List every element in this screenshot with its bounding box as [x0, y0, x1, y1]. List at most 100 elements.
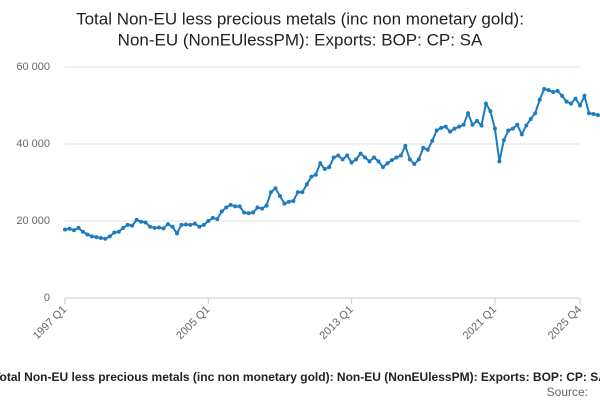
data-point	[457, 124, 462, 129]
data-point	[206, 219, 211, 223]
data-point	[71, 228, 76, 233]
chart-title: Total Non-EU less precious metals (inc n…	[76, 9, 524, 28]
data-point	[197, 224, 202, 229]
y-tick-label: 60 000	[16, 61, 50, 73]
series-line	[64, 87, 599, 240]
data-point	[430, 138, 435, 143]
data-point	[183, 222, 188, 227]
data-point	[358, 151, 363, 156]
data-point	[291, 198, 296, 203]
data-point	[367, 159, 372, 164]
data-point	[143, 220, 148, 225]
data-point	[273, 186, 278, 191]
data-point	[452, 126, 457, 131]
data-point	[161, 226, 166, 231]
data-point	[519, 132, 524, 137]
data-point	[537, 97, 542, 102]
data-point	[148, 224, 153, 229]
data-point	[479, 123, 484, 128]
data-point	[170, 224, 175, 229]
data-point	[506, 128, 511, 133]
data-point	[201, 222, 206, 227]
data-point	[130, 223, 135, 228]
y-tick-label: 40 000	[16, 138, 50, 150]
data-point	[439, 125, 444, 130]
data-point	[448, 129, 453, 134]
data-point	[591, 111, 596, 116]
data-point	[461, 122, 466, 127]
x-tick-label: 2025 Q4	[546, 304, 584, 342]
data-point	[125, 222, 130, 227]
data-point	[376, 159, 381, 164]
data-point	[152, 225, 157, 230]
data-point	[510, 126, 515, 131]
data-point	[524, 123, 529, 128]
data-point	[354, 157, 359, 162]
data-point	[573, 96, 578, 101]
data-point	[533, 111, 538, 116]
data-point	[219, 209, 224, 214]
data-point	[237, 204, 242, 209]
data-point	[363, 155, 368, 160]
data-point	[269, 190, 273, 195]
y-tick-label: 0	[44, 292, 50, 304]
data-point	[318, 161, 323, 166]
data-point	[112, 230, 117, 235]
data-point	[416, 157, 421, 162]
data-point	[251, 210, 256, 215]
x-tick-label: 2013 Q1	[317, 304, 355, 342]
chart-title: Non-EU (NonEUlessPM): Exports: BOP: CP: …	[118, 30, 483, 49]
data-point	[76, 225, 81, 230]
data-point	[139, 219, 144, 224]
data-point	[595, 113, 600, 118]
data-point	[372, 155, 376, 160]
x-tick-label: 2005 Q1	[174, 304, 212, 342]
x-tick-label: 2021 Q1	[461, 304, 499, 342]
data-point	[264, 203, 269, 208]
data-point	[246, 211, 251, 216]
data-point	[398, 153, 403, 158]
data-point	[304, 182, 309, 187]
data-point	[336, 153, 341, 158]
data-point	[497, 159, 502, 164]
data-point	[300, 190, 305, 195]
data-point	[242, 210, 247, 215]
data-point	[166, 222, 170, 227]
y-tick-label: 20 000	[16, 215, 50, 227]
data-point	[466, 111, 471, 116]
data-point	[389, 158, 394, 163]
data-point	[63, 227, 67, 232]
data-point	[157, 225, 162, 230]
data-point	[277, 193, 282, 198]
data-point	[80, 229, 85, 234]
data-point	[349, 160, 354, 165]
data-point	[215, 217, 220, 222]
data-point	[179, 222, 184, 227]
data-point	[425, 147, 430, 152]
legend-entry: Total Non-EU less precious metals (inc n…	[0, 370, 600, 384]
data-point	[67, 226, 72, 231]
data-point	[107, 234, 112, 239]
data-point	[586, 111, 591, 116]
data-point	[421, 145, 426, 150]
data-point	[394, 155, 399, 160]
data-point	[578, 103, 582, 108]
data-point	[515, 122, 520, 127]
data-point	[295, 190, 300, 195]
data-point	[470, 122, 475, 127]
data-point	[560, 93, 565, 98]
data-point	[546, 88, 551, 93]
data-point	[403, 143, 408, 148]
data-point	[564, 99, 569, 104]
data-point	[85, 232, 90, 237]
data-point	[309, 174, 314, 179]
data-point	[555, 88, 560, 93]
data-point	[569, 101, 574, 106]
data-point	[492, 126, 497, 131]
data-point	[313, 172, 318, 177]
data-point	[174, 231, 179, 236]
data-point	[188, 222, 193, 227]
data-point	[488, 109, 493, 114]
data-point	[233, 204, 238, 209]
